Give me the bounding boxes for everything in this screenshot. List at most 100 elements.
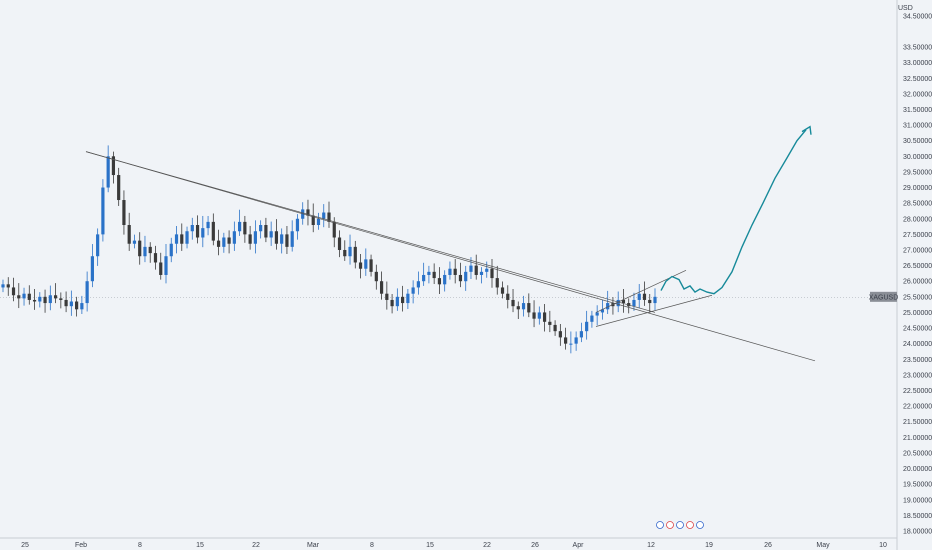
y-tick-label: 19.00000 xyxy=(903,497,932,504)
candle-body xyxy=(464,271,468,282)
candle-body xyxy=(511,299,515,307)
candle-body xyxy=(253,231,257,244)
candle-body xyxy=(479,271,484,275)
candle-body xyxy=(101,187,105,235)
x-tick-label: 8 xyxy=(138,542,142,549)
candle-body xyxy=(600,309,605,313)
candle-body xyxy=(527,303,531,313)
candle-body xyxy=(574,337,578,344)
trend-line xyxy=(85,151,656,313)
y-tick-label: 19.50000 xyxy=(903,482,932,489)
candle-body xyxy=(216,240,221,247)
candle-body xyxy=(653,296,657,304)
candle-body xyxy=(159,262,163,275)
projection-arrowhead xyxy=(801,125,812,135)
candle-body xyxy=(211,221,215,241)
candle-body xyxy=(69,301,73,307)
x-tick-label: 12 xyxy=(647,542,655,549)
candle-body xyxy=(595,312,599,316)
candle-body xyxy=(11,287,16,296)
candle-body xyxy=(490,268,494,279)
x-tick-label: Feb xyxy=(75,542,87,549)
y-tick-label: 27.50000 xyxy=(903,232,932,239)
candle-body xyxy=(264,225,268,238)
y-tick-label: 22.00000 xyxy=(903,404,932,411)
candle-body xyxy=(127,225,131,244)
candle-body xyxy=(585,321,589,332)
x-tick-label: 19 xyxy=(705,542,713,549)
candle-body xyxy=(553,324,557,332)
candle-body xyxy=(369,259,373,272)
candle-body xyxy=(248,234,252,244)
candle-body xyxy=(269,231,273,238)
candle-body xyxy=(43,296,47,304)
candle-body xyxy=(201,228,205,238)
currency-label: USD xyxy=(898,5,913,12)
candle-body xyxy=(458,274,463,282)
y-tick-label: 22.50000 xyxy=(903,388,932,395)
x-tick-label: May xyxy=(816,542,830,549)
candle-body xyxy=(53,295,58,299)
candle-body xyxy=(532,312,536,319)
y-tick-label: 18.00000 xyxy=(903,529,932,536)
candle-body xyxy=(259,225,263,232)
candle-body xyxy=(474,265,478,275)
candle-body xyxy=(616,299,620,307)
candle-body xyxy=(411,287,415,294)
y-tick-label: 26.50000 xyxy=(903,263,932,270)
y-tick-label: 21.00000 xyxy=(903,435,932,442)
candle-body xyxy=(143,246,147,257)
candle-body xyxy=(306,209,310,216)
candle-body xyxy=(174,234,179,244)
candle-body xyxy=(343,249,347,257)
candle-body xyxy=(122,200,126,226)
candle-body xyxy=(85,281,89,304)
candle-body xyxy=(285,234,289,247)
candle-body xyxy=(27,293,31,300)
candle-body xyxy=(374,271,378,282)
candle-body xyxy=(117,175,121,201)
candle-body xyxy=(106,156,110,188)
candle-body xyxy=(206,221,210,229)
event-icon xyxy=(666,521,674,529)
candle-body xyxy=(164,256,168,275)
candle-body xyxy=(195,225,200,238)
candle-body xyxy=(406,293,410,304)
candle-body xyxy=(648,299,652,304)
y-tick-label: 30.50000 xyxy=(903,138,932,145)
y-tick-label: 28.50000 xyxy=(903,201,932,208)
candle-body xyxy=(590,315,594,322)
candle-body xyxy=(185,231,189,244)
candle-body xyxy=(606,303,610,310)
x-tick-label: 22 xyxy=(252,542,260,549)
candle-body xyxy=(495,278,499,288)
candle-body xyxy=(579,331,583,338)
x-tick-label: Mar xyxy=(307,542,320,549)
y-tick-label: 31.00000 xyxy=(903,123,932,130)
candle-body xyxy=(38,296,42,302)
candle-body xyxy=(632,299,636,307)
y-tick-label: 32.00000 xyxy=(903,91,932,98)
candle-body xyxy=(96,234,100,257)
candle-body xyxy=(238,221,242,232)
y-tick-label: 32.50000 xyxy=(903,76,932,83)
x-tick-label: Apr xyxy=(573,542,585,549)
candle-body xyxy=(111,156,116,176)
y-tick-label: 29.00000 xyxy=(903,185,932,192)
event-icon xyxy=(656,521,664,529)
candle-body xyxy=(138,240,142,257)
candle-body xyxy=(227,237,231,244)
candle-body xyxy=(337,237,342,250)
y-tick-label: 33.00000 xyxy=(903,60,932,67)
candle-body xyxy=(75,301,79,310)
candle-body xyxy=(485,268,489,272)
y-tick-label: 20.00000 xyxy=(903,466,932,473)
candle-body xyxy=(427,271,431,275)
x-tick-label: 25 xyxy=(21,542,29,549)
y-tick-label: 20.50000 xyxy=(903,450,932,457)
candle-body xyxy=(295,218,300,232)
candle-body xyxy=(348,246,352,257)
y-tick-label: 21.50000 xyxy=(903,419,932,426)
